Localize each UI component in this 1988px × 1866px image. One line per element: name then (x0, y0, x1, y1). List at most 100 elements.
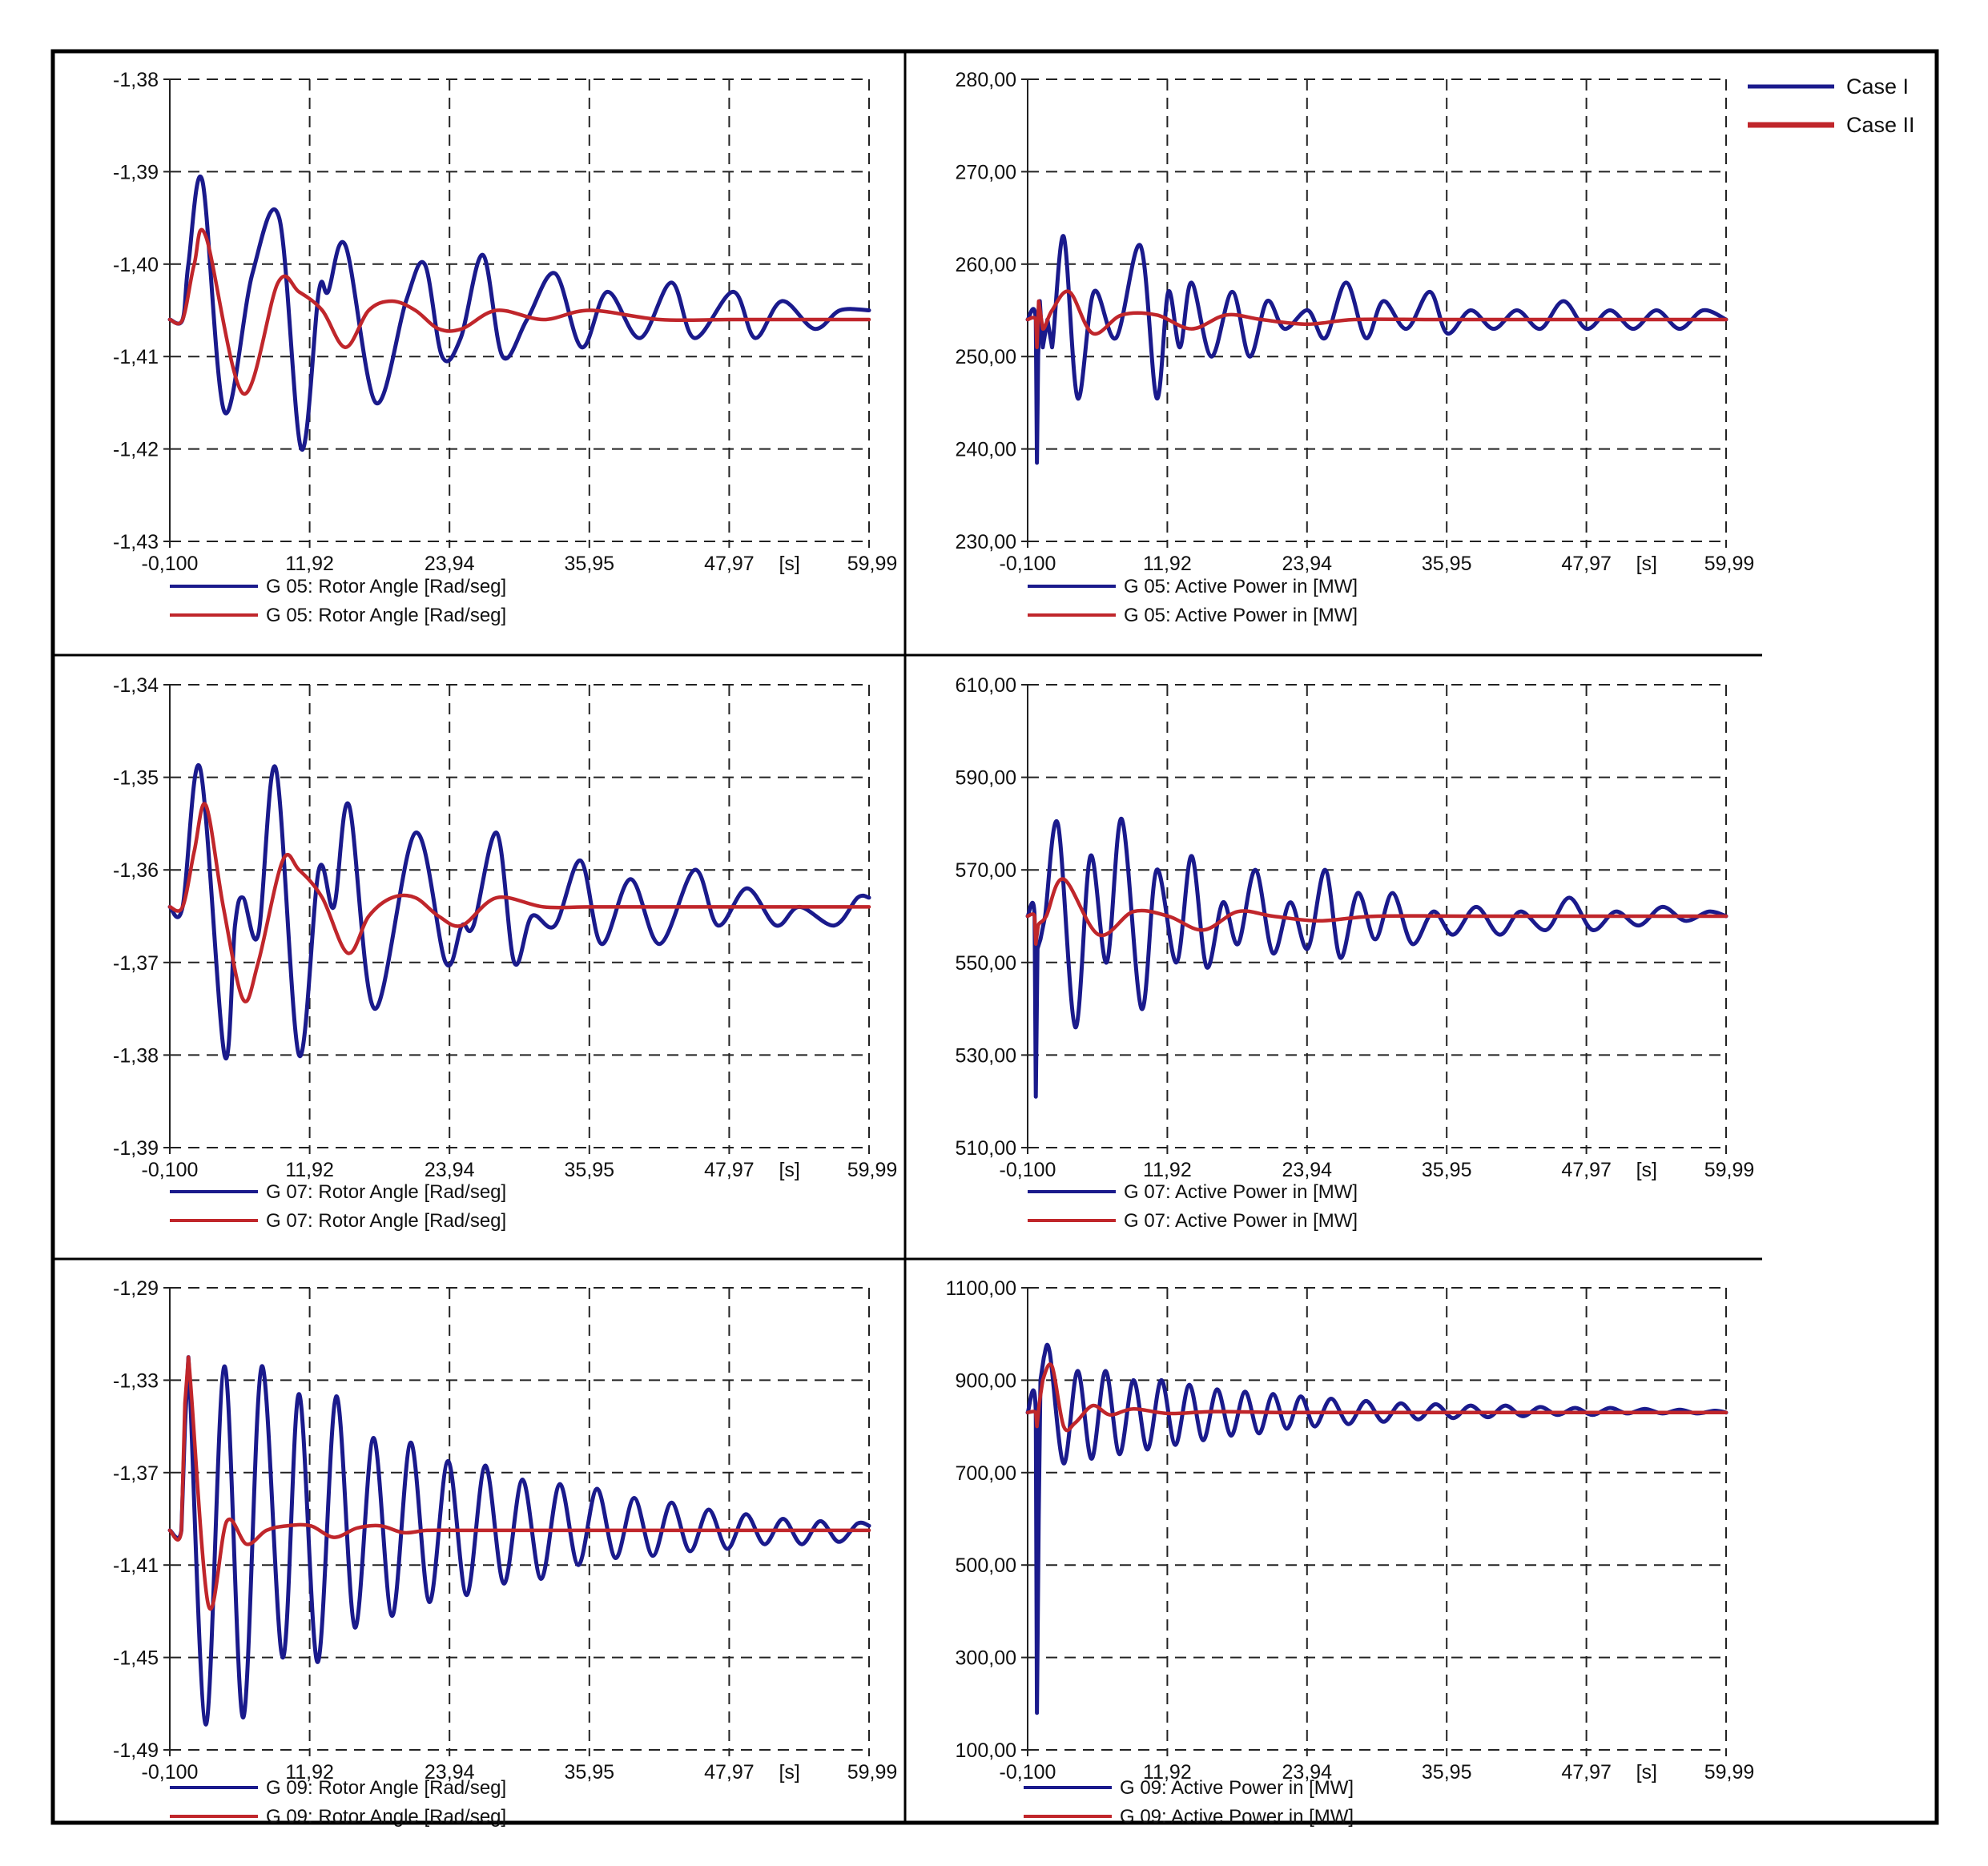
global-legend: Case I Case II (1748, 74, 1915, 137)
y-tick-label: 610,00 (956, 674, 1016, 697)
x-tick-label: 23,94 (1282, 553, 1333, 575)
y-tick-label: -1,41 (113, 346, 159, 368)
x-tick-label: 59,99 (847, 1159, 898, 1181)
x-unit-label: [s] (779, 553, 799, 575)
y-tick-label: 100,00 (956, 1739, 1016, 1762)
x-unit-label: [s] (1636, 1159, 1657, 1181)
panel-legend-label: G 09: Active Power in [MW] (1120, 1777, 1354, 1799)
chart-panel-top-right: 230,00 240,00 250,00 260,00 270,00 280,00 -0,1… (956, 69, 1755, 626)
panel-legend-label: G 05: Rotor Angle [Rad/seg] (266, 605, 506, 626)
series-line-case2 (167, 802, 871, 1003)
y-tick-label: 250,00 (956, 346, 1016, 368)
series-line-case1 (167, 175, 871, 452)
x-tick-label: 35,95 (1422, 1761, 1472, 1784)
x-tick-label: -0,100 (1000, 1761, 1056, 1784)
y-tick-label: 530,00 (956, 1044, 1016, 1067)
y-tick-label: -1,38 (113, 69, 159, 91)
y-tick-label: -1,37 (113, 952, 159, 975)
y-tick-label: 700,00 (956, 1462, 1016, 1485)
y-tick-label: -1,39 (113, 1137, 159, 1160)
x-tick-label: 23,94 (1282, 1159, 1333, 1181)
x-tick-label: 23,94 (425, 1761, 475, 1784)
chart-panel-middle-right: 510,00 530,00 550,00 570,00 590,00 610,00 -0,1… (956, 674, 1755, 1232)
y-tick-label: 230,00 (956, 531, 1016, 553)
y-tick-label: -1,34 (113, 674, 159, 697)
y-tick-label: -1,49 (113, 1739, 159, 1762)
x-tick-label: -0,100 (1000, 1159, 1056, 1181)
y-tick-label: 550,00 (956, 952, 1016, 975)
y-tick-label: -1,35 (113, 767, 159, 790)
panel-legend-label: G 09: Active Power in [MW] (1120, 1806, 1354, 1828)
y-tick-label: -1,29 (113, 1277, 159, 1300)
chart-panels: -1,43 -1,42 -1,41 -1,40 -1,39 -1,38 -0,100 11,9… (113, 69, 1754, 1828)
panel-legend-label: G 09: Rotor Angle [Rad/seg] (266, 1777, 506, 1799)
series-line-case2 (1025, 877, 1728, 946)
y-tick-label: -1,40 (113, 254, 159, 276)
x-tick-label: -0,100 (142, 1761, 199, 1784)
y-tick-label: 900,00 (956, 1369, 1016, 1392)
x-tick-label: -0,100 (1000, 553, 1056, 575)
x-tick-label: 23,94 (425, 553, 475, 575)
y-tick-label: 590,00 (956, 767, 1016, 790)
x-tick-label: 59,99 (1704, 1159, 1755, 1181)
chart-panel-bottom-left: -1,49 -1,45 -1,41 -1,37 -1,33 -1,29 -0,100 11,9… (113, 1277, 897, 1828)
series-line-case1 (1025, 817, 1728, 1099)
x-tick-label: 59,99 (847, 553, 898, 575)
x-tick-label: 35,95 (565, 553, 615, 575)
chart-panel-top-left: -1,43 -1,42 -1,41 -1,40 -1,39 -1,38 -0,100 11,9… (113, 69, 897, 626)
x-tick-label: 23,94 (425, 1159, 475, 1181)
y-tick-label: 260,00 (956, 254, 1016, 276)
panel-legend-label: G 05: Active Power in [MW] (1124, 576, 1358, 597)
series-line-case1 (167, 763, 871, 1060)
panel-frames (50, 49, 1939, 1825)
x-tick-label: 11,92 (285, 1761, 334, 1784)
legend-label-case1: Case I (1846, 74, 1909, 99)
panel-legend-label: G 09: Rotor Angle [Rad/seg] (266, 1806, 506, 1828)
y-tick-label: -1,39 (113, 161, 159, 183)
legend-label-case2: Case II (1846, 113, 1915, 137)
x-tick-label: 47,97 (704, 1159, 755, 1181)
series-line-case2 (167, 1355, 871, 1611)
x-tick-label: 47,97 (1561, 553, 1612, 575)
x-unit-label: [s] (1636, 1761, 1657, 1784)
panel-legend-label: G 07: Active Power in [MW] (1124, 1181, 1358, 1203)
series-line-case2 (1025, 1362, 1728, 1433)
y-tick-label: -1,38 (113, 1044, 159, 1067)
x-tick-label: 11,92 (1143, 1159, 1192, 1181)
y-tick-label: 280,00 (956, 69, 1016, 91)
x-unit-label: [s] (1636, 553, 1657, 575)
y-tick-label: -1,41 (113, 1554, 159, 1577)
x-tick-label: 35,95 (565, 1159, 615, 1181)
x-tick-label: 47,97 (1561, 1761, 1612, 1784)
series-line-case2 (1025, 289, 1728, 349)
y-tick-label: 510,00 (956, 1137, 1016, 1160)
y-tick-label: 270,00 (956, 161, 1016, 183)
panel-legend-label: G 05: Active Power in [MW] (1124, 605, 1358, 626)
x-tick-label: 11,92 (1143, 553, 1192, 575)
y-tick-label: 570,00 (956, 859, 1016, 882)
panel-legend-label: G 07: Active Power in [MW] (1124, 1210, 1358, 1232)
y-tick-label: -1,33 (113, 1369, 159, 1392)
x-tick-label: 35,95 (1422, 553, 1472, 575)
x-unit-label: [s] (779, 1159, 799, 1181)
series-line-case1 (1025, 1342, 1728, 1715)
y-tick-label: -1,36 (113, 859, 159, 882)
x-tick-label: 47,97 (704, 553, 755, 575)
x-tick-label: 11,92 (285, 1159, 334, 1181)
chart-panel-middle-left: -1,39 -1,38 -1,37 -1,36 -1,35 -1,34 -0,100 11,9… (113, 674, 897, 1232)
series-line-case2 (167, 227, 871, 396)
x-tick-label: 59,99 (1704, 553, 1755, 575)
y-tick-label: 240,00 (956, 439, 1016, 461)
x-tick-label: -0,100 (142, 553, 199, 575)
y-tick-label: -1,37 (113, 1462, 159, 1485)
x-tick-label: 59,99 (847, 1761, 898, 1784)
x-tick-label: 11,92 (285, 553, 334, 575)
panel-legend-label: G 05: Rotor Angle [Rad/seg] (266, 576, 506, 597)
y-tick-label: -1,43 (113, 531, 159, 553)
x-tick-label: 35,95 (1422, 1159, 1472, 1181)
y-tick-label: -1,45 (113, 1647, 159, 1670)
y-tick-label: 1100,00 (945, 1277, 1016, 1300)
x-tick-label: 59,99 (1704, 1761, 1755, 1784)
y-tick-label: -1,42 (113, 439, 159, 461)
